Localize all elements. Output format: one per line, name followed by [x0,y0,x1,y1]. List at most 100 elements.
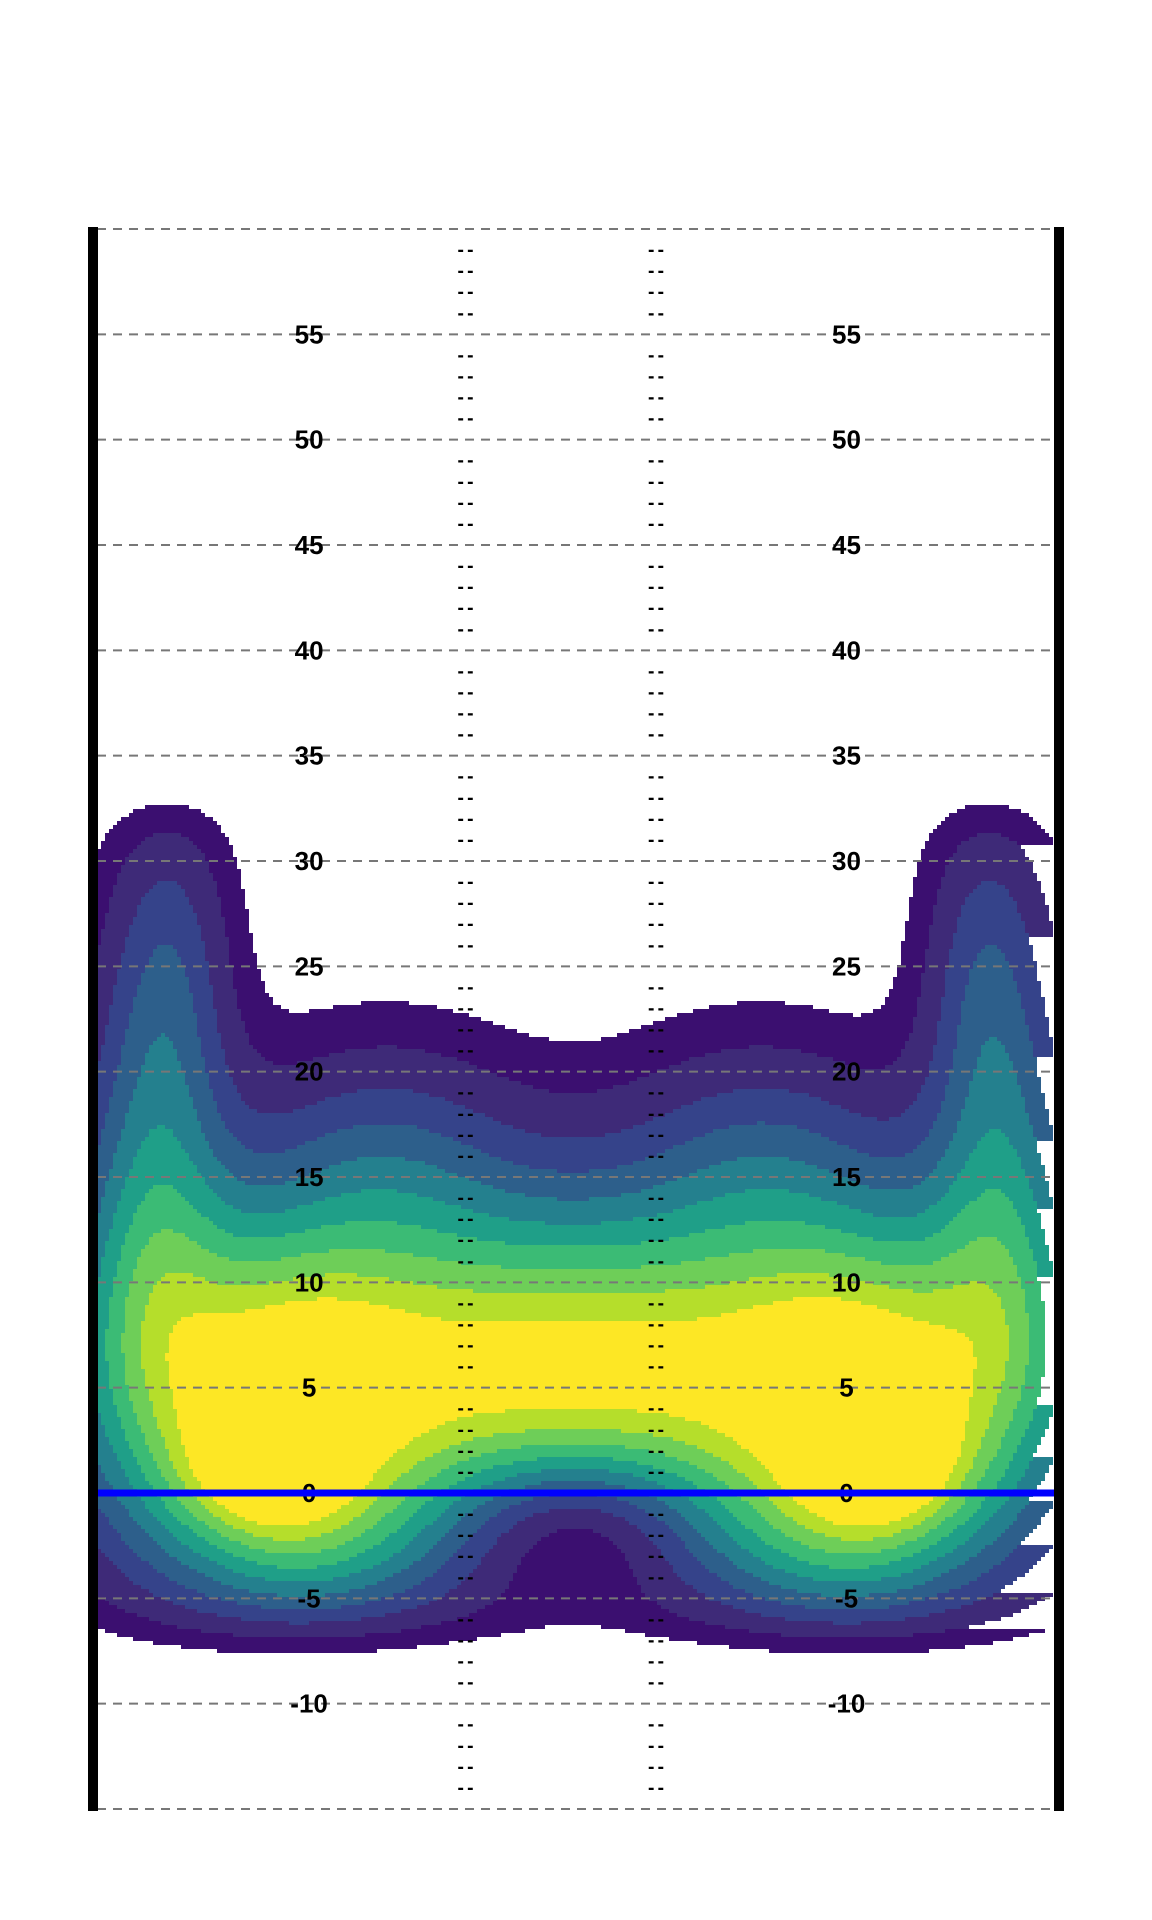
density-cell [101,1137,121,1141]
density-cell [213,1153,489,1157]
density-cell [1033,1133,1053,1137]
density-cell [233,1133,325,1137]
density-cell [941,1521,965,1525]
density-cell [365,1509,393,1513]
density-cell [1029,1033,1049,1037]
hash-mark: -- [456,388,475,407]
density-cell [237,1601,365,1605]
density-cell [133,1157,189,1161]
density-cell [233,1081,521,1085]
density-cell [101,1197,121,1201]
density-cell [645,1121,757,1125]
density-cell [109,1373,125,1377]
density-cell [957,1173,1025,1177]
density-cell [189,1093,213,1097]
density-cell [209,1249,329,1253]
density-cell [353,1517,381,1521]
density-cell [109,1017,129,1021]
density-cell [905,929,929,933]
density-cell [97,1405,117,1409]
density-cell [681,1105,841,1109]
density-cell [445,1509,473,1513]
density-cell [945,977,969,981]
density-cell [101,1053,121,1057]
density-cell [749,1629,945,1633]
density-cell [241,1093,341,1097]
density-cell [125,857,205,861]
density-cell [837,1141,921,1145]
density-cell [897,973,921,977]
density-cell [765,1121,933,1125]
density-cell [457,1461,513,1465]
yard-label-right: 5 [839,1373,853,1403]
density-cell [1009,893,1045,897]
density-cell [197,1609,401,1613]
density-cell [97,1477,105,1481]
density-cell [229,1065,477,1069]
density-cell [209,981,233,985]
density-cell [121,1333,141,1337]
hash-mark: -- [456,1399,475,1418]
density-cell [177,1497,197,1501]
density-cell [601,1509,645,1513]
density-cell [481,1181,665,1185]
density-cell [329,1165,437,1169]
density-cell [349,1573,393,1577]
density-cell [161,1497,177,1501]
density-cell [97,905,109,909]
density-cell [973,1373,1005,1377]
hash-mark: -- [646,1315,665,1334]
density-cell [525,1553,625,1557]
density-cell [169,1333,965,1337]
density-cell [225,1165,329,1169]
density-cell [133,1637,477,1641]
density-cell [161,1033,165,1037]
density-cell [97,957,121,961]
density-cell [705,1285,889,1289]
density-cell [761,1577,813,1581]
hash-mark: -- [646,809,665,828]
density-cell [97,1481,109,1485]
density-cell [749,1045,773,1049]
density-cell [121,1465,141,1469]
density-cell [97,1545,129,1549]
density-cell [97,1553,105,1557]
density-cell [145,1433,161,1437]
density-cell [97,1509,101,1513]
density-cell [141,1341,169,1345]
density-cell [949,1141,977,1145]
density-cell [141,1585,185,1589]
density-cell [229,937,253,941]
density-cell [937,1161,965,1165]
density-cell [105,1029,125,1033]
density-cell [493,1433,653,1437]
density-cell [173,1397,969,1401]
density-cell [325,1273,357,1277]
density-cell [285,1233,457,1237]
density-cell [1013,1201,1037,1205]
density-cell [97,1317,109,1321]
density-cell [517,1569,633,1573]
density-cell [137,1421,157,1425]
density-cell [97,1329,105,1333]
density-cell [393,1553,425,1557]
density-cell [965,1161,1021,1165]
density-cell [177,1557,209,1561]
density-cell [237,1137,317,1141]
density-cell [885,1065,929,1069]
density-cell [937,1593,993,1597]
density-cell [245,1029,517,1033]
density-cell [933,917,957,921]
hash-mark: -- [646,578,665,597]
density-cell [729,1533,757,1537]
density-cell [105,1473,125,1477]
density-cell [393,1593,445,1597]
density-cell [97,1265,101,1269]
density-cell [481,1453,665,1457]
density-cell [237,1089,357,1093]
density-contours [97,805,1053,1653]
density-cell [1037,1273,1053,1277]
density-cell [449,1465,493,1469]
density-cell [1009,1525,1037,1529]
density-cell [945,985,965,989]
